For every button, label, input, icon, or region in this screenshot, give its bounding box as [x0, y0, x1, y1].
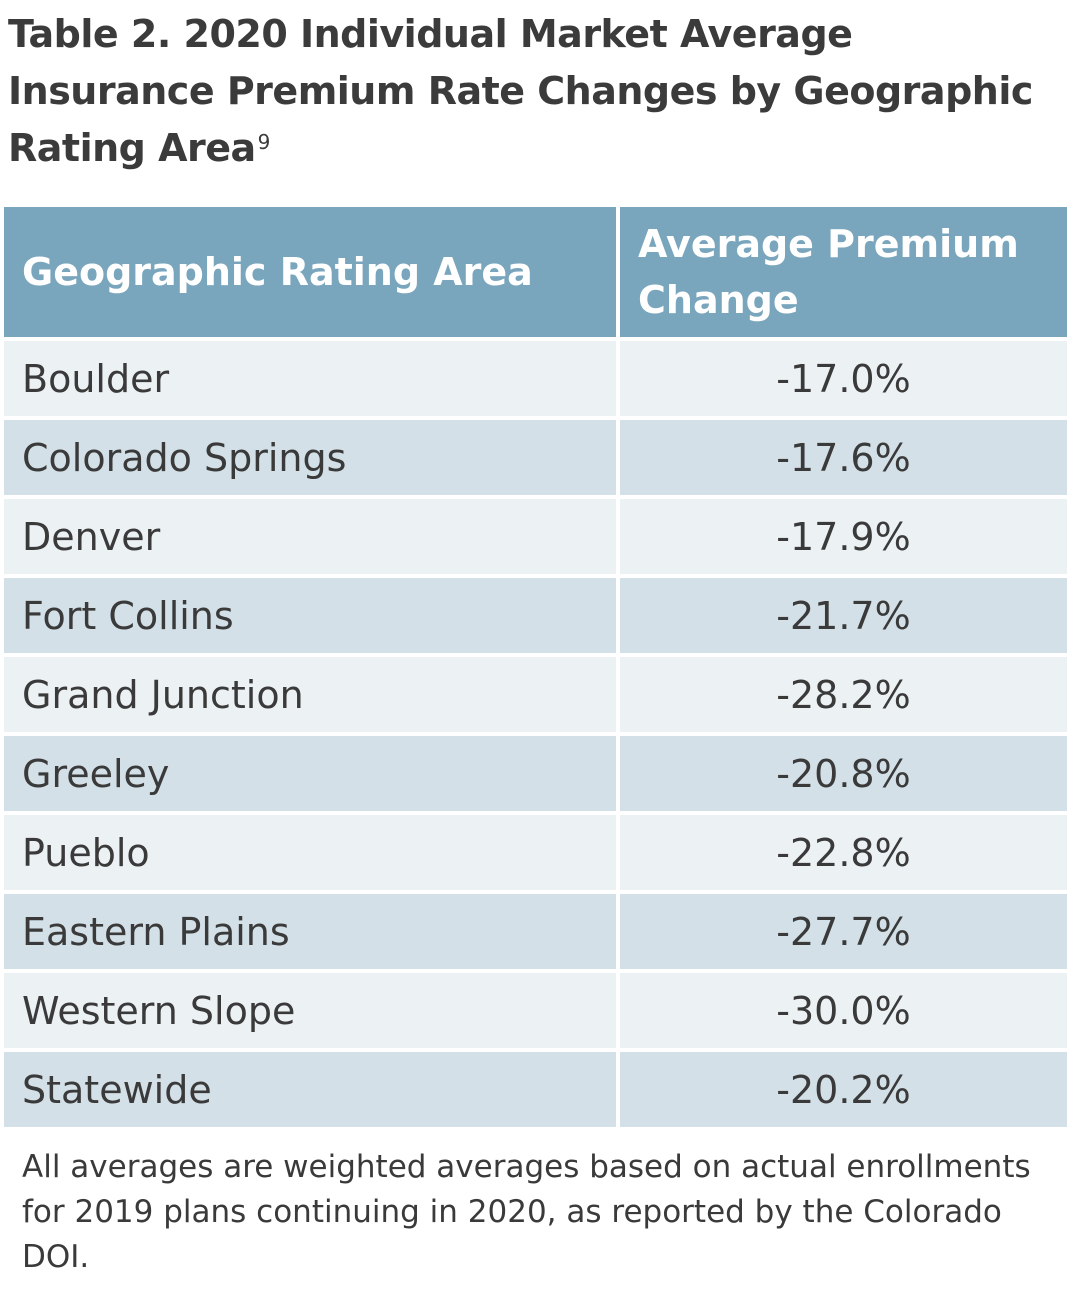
footnote-ref: 9 [257, 130, 271, 154]
change-cell: -17.9% [620, 499, 1067, 574]
change-cell: -17.6% [620, 420, 1067, 495]
area-cell: Greeley [4, 736, 616, 811]
area-cell: Colorado Springs [4, 420, 616, 495]
header-geographic-area: Geographic Rating Area [4, 207, 616, 337]
table-title-text: Table 2. 2020 Individual Market Average … [8, 12, 1033, 170]
table-row: Grand Junction -28.2% [4, 657, 1067, 732]
table-row: Colorado Springs -17.6% [4, 420, 1067, 495]
area-cell: Grand Junction [4, 657, 616, 732]
change-cell: -20.8% [620, 736, 1067, 811]
area-cell: Denver [4, 499, 616, 574]
table-row: Western Slope -30.0% [4, 973, 1067, 1048]
change-cell: -17.0% [620, 341, 1067, 416]
premium-table: Geographic Rating Area Average Premium C… [4, 207, 1067, 1127]
area-cell: Boulder [4, 341, 616, 416]
header-average-change-label: Average Premium Change [638, 222, 1019, 322]
table-row: Fort Collins -21.7% [4, 578, 1067, 653]
table-row: Pueblo -22.8% [4, 815, 1067, 890]
table-row: Denver -17.9% [4, 499, 1067, 574]
area-cell: Western Slope [4, 973, 616, 1048]
change-cell: -27.7% [620, 894, 1067, 969]
table-header-row: Geographic Rating Area Average Premium C… [4, 207, 1067, 337]
area-cell: Pueblo [4, 815, 616, 890]
change-cell: -22.8% [620, 815, 1067, 890]
area-cell: Eastern Plains [4, 894, 616, 969]
table-note: All averages are weighted averages based… [22, 1149, 1031, 1275]
change-cell: -28.2% [620, 657, 1067, 732]
area-cell: Fort Collins [4, 578, 616, 653]
change-cell: -30.0% [620, 973, 1067, 1048]
header-average-change: Average Premium Change [620, 207, 1067, 337]
table-row: Eastern Plains -27.7% [4, 894, 1067, 969]
area-cell: Statewide [4, 1052, 616, 1127]
table-row: Greeley -20.8% [4, 736, 1067, 811]
change-cell: -20.2% [620, 1052, 1067, 1127]
table-row: Statewide -20.2% [4, 1052, 1067, 1127]
table-row: Boulder -17.0% [4, 341, 1067, 416]
change-cell: -21.7% [620, 578, 1067, 653]
table-title: Table 2. 2020 Individual Market Average … [8, 6, 1068, 177]
